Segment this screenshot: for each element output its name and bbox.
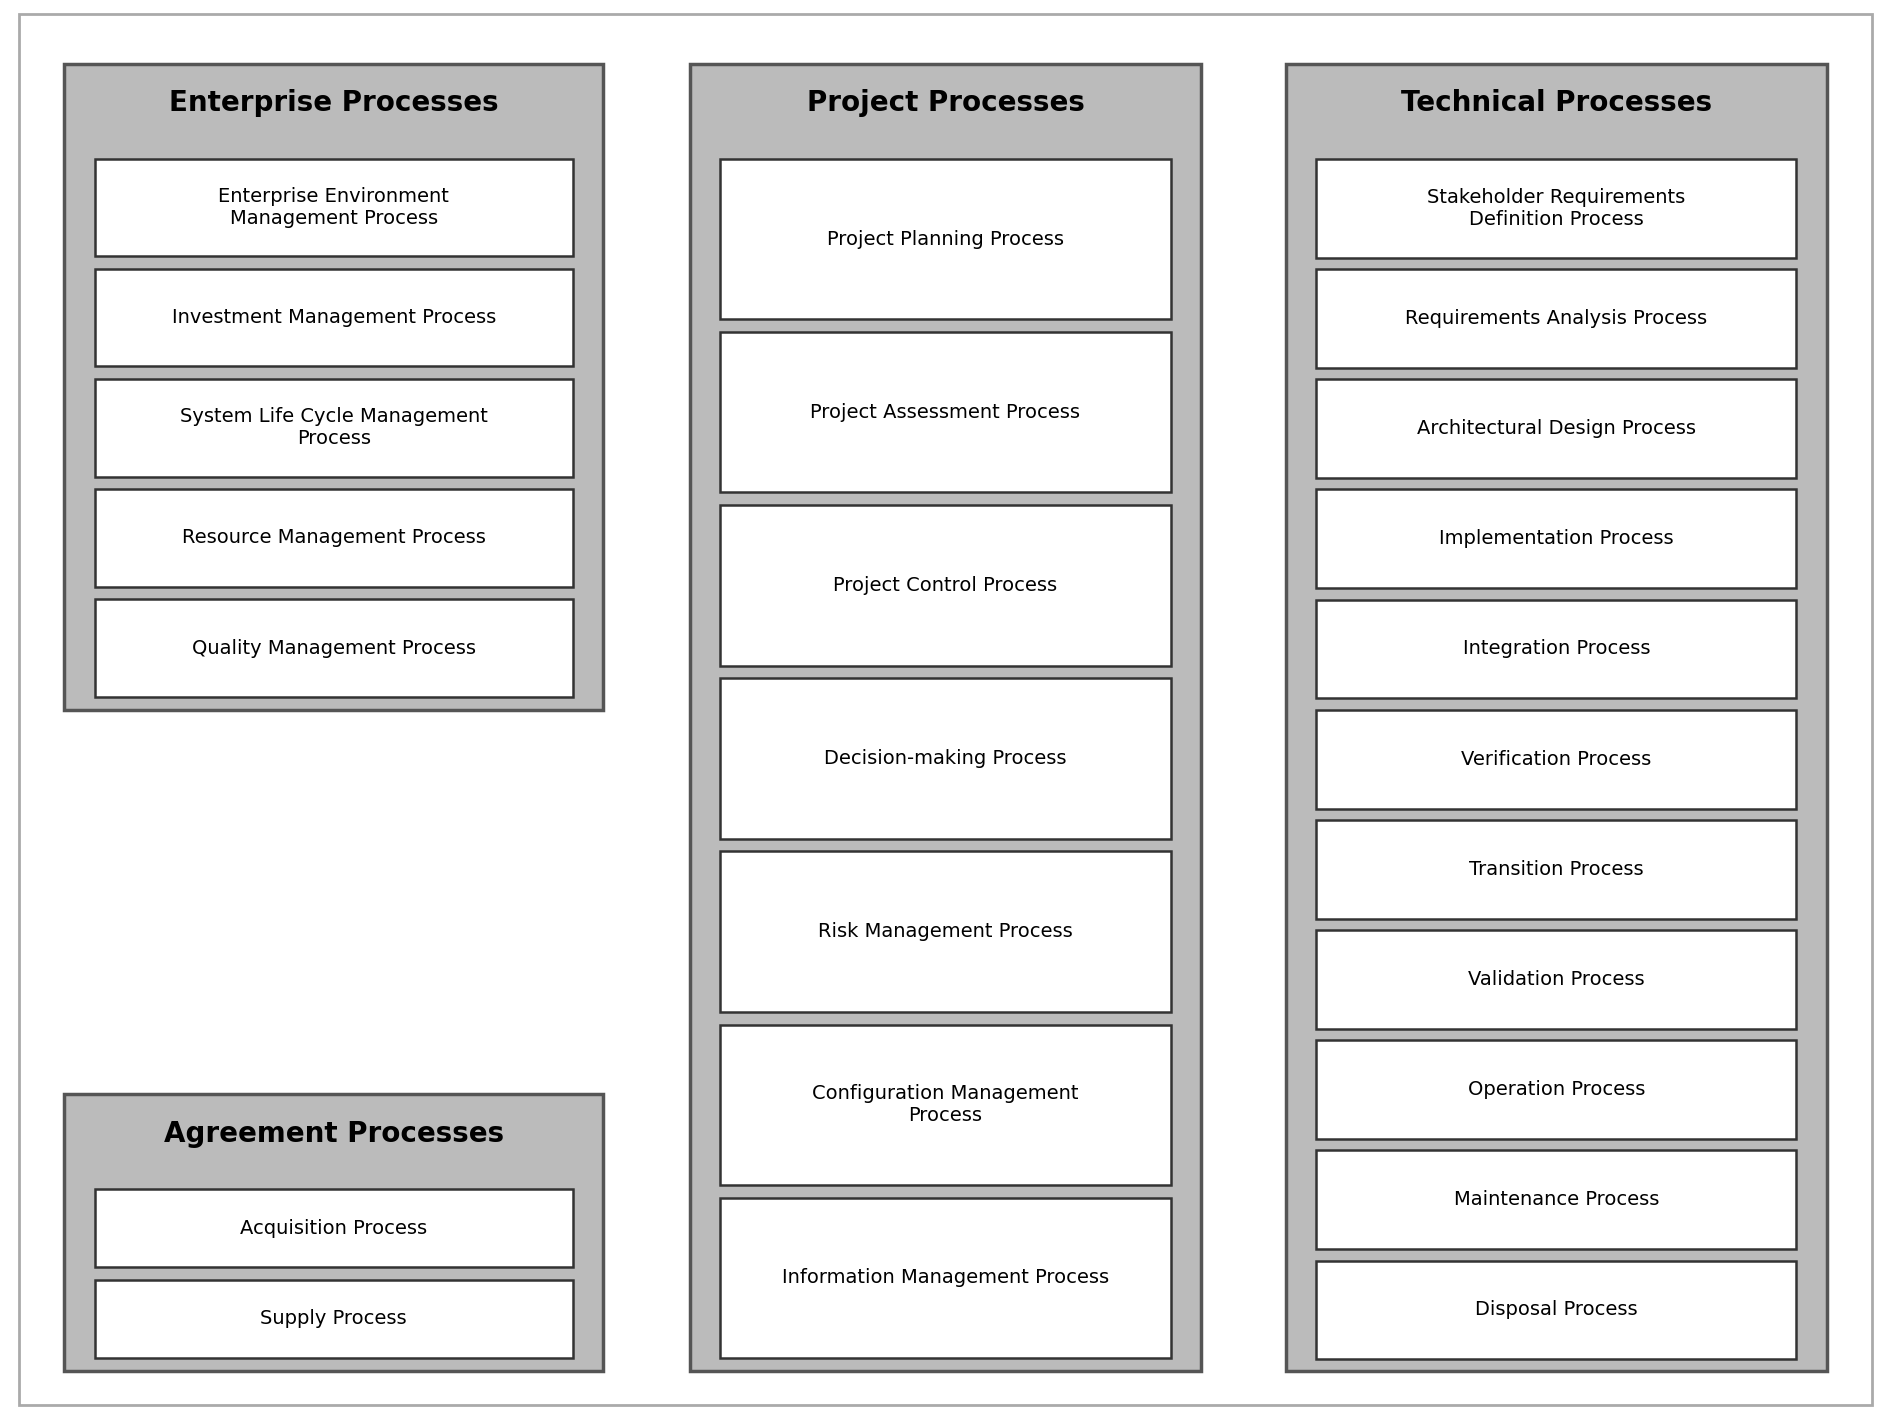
Text: Transition Process: Transition Process	[1469, 860, 1643, 878]
Bar	[1316, 379, 1796, 478]
Bar	[1316, 600, 1796, 698]
Bar	[720, 332, 1171, 492]
Text: Supply Process: Supply Process	[261, 1310, 407, 1328]
Text: Project Planning Process: Project Planning Process	[826, 230, 1065, 248]
Bar	[64, 1094, 603, 1371]
Bar	[1316, 1260, 1796, 1359]
Bar	[720, 851, 1171, 1012]
Bar	[1316, 1151, 1796, 1249]
Bar	[690, 64, 1201, 1371]
Text: Stakeholder Requirements
Definition Process: Stakeholder Requirements Definition Proc…	[1428, 187, 1685, 228]
Text: Information Management Process: Information Management Process	[783, 1269, 1108, 1287]
Bar	[95, 159, 573, 257]
Bar	[1316, 270, 1796, 368]
Bar	[1316, 929, 1796, 1029]
Text: Decision-making Process: Decision-making Process	[824, 749, 1067, 768]
Text: Quality Management Process: Quality Management Process	[191, 639, 477, 657]
Bar	[95, 1280, 573, 1358]
Bar	[95, 490, 573, 586]
Text: Disposal Process: Disposal Process	[1475, 1300, 1638, 1320]
Bar	[720, 505, 1171, 666]
Bar	[720, 159, 1171, 319]
Bar	[720, 678, 1171, 839]
Bar	[95, 1189, 573, 1267]
Text: Acquisition Process: Acquisition Process	[240, 1219, 427, 1237]
Bar	[1286, 64, 1827, 1371]
Text: Agreement Processes: Agreement Processes	[165, 1120, 503, 1148]
Text: Enterprise Environment
Management Process: Enterprise Environment Management Proces…	[217, 187, 450, 228]
Bar	[1316, 1040, 1796, 1139]
Text: Integration Process: Integration Process	[1462, 640, 1651, 658]
Bar	[1316, 710, 1796, 809]
Bar	[64, 64, 603, 710]
Text: Risk Management Process: Risk Management Process	[819, 922, 1072, 941]
Text: Project Control Process: Project Control Process	[834, 576, 1057, 595]
Text: Resource Management Process: Resource Management Process	[182, 528, 486, 548]
Text: Project Processes: Project Processes	[807, 89, 1084, 118]
Bar	[1316, 820, 1796, 918]
Bar	[720, 1198, 1171, 1358]
Text: Implementation Process: Implementation Process	[1439, 529, 1674, 548]
Text: Technical Processes: Technical Processes	[1401, 89, 1711, 118]
Text: Maintenance Process: Maintenance Process	[1454, 1191, 1658, 1209]
Text: Validation Process: Validation Process	[1467, 971, 1645, 989]
Text: Enterprise Processes: Enterprise Processes	[168, 89, 499, 118]
Text: Architectural Design Process: Architectural Design Process	[1416, 419, 1696, 438]
Text: Configuration Management
Process: Configuration Management Process	[813, 1084, 1078, 1125]
Bar	[95, 379, 573, 477]
Text: System Life Cycle Management
Process: System Life Cycle Management Process	[180, 407, 488, 448]
Text: Operation Process: Operation Process	[1467, 1080, 1645, 1100]
Bar	[1316, 159, 1796, 258]
Text: Verification Process: Verification Process	[1462, 749, 1651, 769]
Bar	[720, 1025, 1171, 1185]
Text: Requirements Analysis Process: Requirements Analysis Process	[1405, 309, 1708, 328]
Text: Project Assessment Process: Project Assessment Process	[811, 403, 1080, 421]
Bar	[1316, 490, 1796, 589]
Bar	[95, 599, 573, 697]
Bar	[95, 270, 573, 366]
Text: Investment Management Process: Investment Management Process	[172, 308, 495, 328]
